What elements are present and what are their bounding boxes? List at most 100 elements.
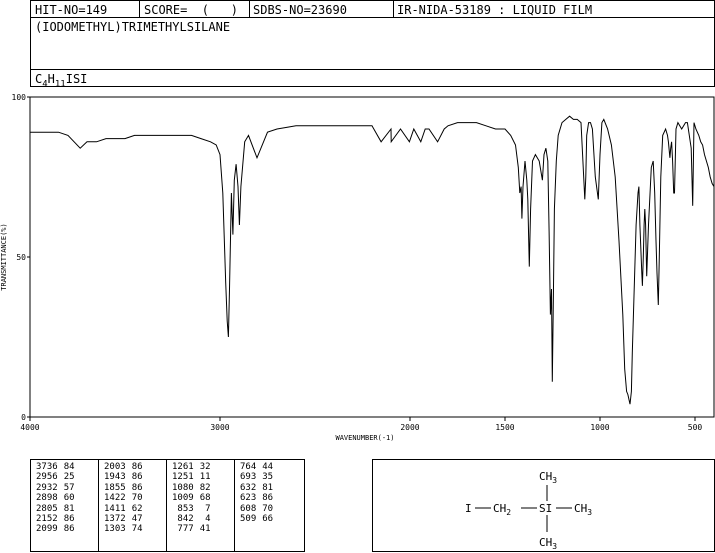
formula-box: C4H11ISI [30, 69, 715, 89]
score: SCORE= ( ) [144, 3, 238, 17]
peak-row: 2003 86 [101, 462, 146, 472]
peak-row: 1372 47 [101, 514, 146, 524]
peak-transmittance: 41 [199, 524, 211, 535]
peak-row: 1422 70 [101, 493, 146, 503]
peak-wavenumber: 2003 [104, 462, 126, 472]
peak-transmittance: 32 [199, 462, 211, 472]
x-tick-label: 1500 [495, 423, 514, 432]
peak-wavenumber: 1422 [104, 493, 126, 504]
peak-wavenumber: 693 [240, 472, 257, 483]
peak-row: 764 44 [237, 462, 276, 472]
peak-row: 777 41 [169, 524, 214, 534]
hit-number: HIT-NO=149 [35, 3, 108, 17]
iodine-atom: I [465, 502, 472, 515]
peak-row: 1251 11 [169, 472, 214, 482]
peak-transmittance: 11 [199, 472, 211, 483]
peak-row: 3736 84 [33, 462, 78, 472]
y-tick-label: 100 [12, 93, 27, 102]
peak-row: 1009 68 [169, 493, 214, 503]
peak-transmittance: 81 [262, 482, 274, 493]
y-tick-label: 50 [16, 253, 26, 262]
x-tick-label: 1000 [590, 423, 609, 432]
spectrum-line [30, 115, 715, 405]
peak-row: 608 70 [237, 504, 276, 514]
peak-row: 2932 57 [33, 483, 78, 493]
peak-table: 3736 84 2956 25 2932 57 2898 60 2805 81 2152 86 2099… [30, 459, 305, 552]
peak-row: 632 81 [237, 483, 276, 493]
peak-transmittance: 62 [131, 503, 143, 514]
peak-column: 2003 86 1943 86 1855 86 1422 70 1411 62 1372 47 1303… [101, 462, 146, 535]
peak-transmittance: 86 [262, 493, 274, 504]
peak-transmittance: 44 [262, 462, 274, 472]
peak-transmittance: 60 [63, 493, 75, 504]
peak-row: 2805 81 [33, 504, 78, 514]
peak-wavenumber: 1943 [104, 472, 126, 483]
peak-transmittance: 57 [63, 482, 75, 493]
peak-transmittance: 66 [262, 514, 274, 525]
y-axis-label: TRANSMITTANCE(%) [0, 223, 8, 290]
peak-transmittance: 82 [199, 482, 211, 493]
peak-transmittance: 74 [131, 524, 143, 535]
sdbs-number: SDBS-NO=23690 [253, 3, 347, 17]
peak-wavenumber: 608 [240, 503, 257, 514]
y-ticks: 0 50 100 [12, 93, 30, 422]
x-tick-label: 4000 [20, 423, 39, 432]
peak-wavenumber: 1303 [104, 524, 126, 535]
x-axis-label: WAVENUMBER(-1) [335, 434, 394, 442]
peak-transmittance: 70 [262, 503, 274, 514]
peak-transmittance: 47 [131, 514, 143, 525]
peak-row: 1080 82 [169, 483, 214, 493]
peak-row: 1855 86 [101, 483, 146, 493]
peak-transmittance: 81 [63, 503, 75, 514]
peak-wavenumber: 1411 [104, 503, 126, 514]
ir-spectrum-chart: TRANSMITTANCE(%) WAVENUMBER(-1) 4000 3000… [0, 93, 715, 442]
ir-info: IR-NIDA-53189 : LIQUID FILM [397, 3, 593, 17]
structure-box: I CH2 SI CH3 CH3 CH3 [372, 459, 715, 552]
molecular-formula: C4H11ISI [35, 72, 88, 90]
peak-row: 693 35 [237, 472, 276, 482]
peak-row: 1943 86 [101, 472, 146, 482]
peak-wavenumber: 2099 [36, 524, 58, 535]
peak-wavenumber: 764 [240, 462, 257, 472]
peak-transmittance: 4 [205, 514, 211, 525]
column-divider [234, 460, 235, 551]
peak-row: 2099 86 [33, 524, 78, 534]
peak-transmittance: 86 [63, 514, 75, 525]
peak-wavenumber: 1251 [172, 472, 194, 483]
peak-wavenumber: 2805 [36, 503, 58, 514]
peak-transmittance: 7 [205, 503, 211, 514]
column-divider [166, 460, 167, 551]
peak-wavenumber: 632 [240, 482, 257, 493]
silicon-atom: SI [539, 502, 552, 515]
peak-row: 2956 25 [33, 472, 78, 482]
peak-transmittance: 68 [199, 493, 211, 504]
ch3-top: CH3 [539, 470, 557, 485]
peak-transmittance: 25 [63, 472, 75, 483]
peak-transmittance: 86 [63, 524, 75, 535]
peak-column: 764 44 693 35 632 81 623 86 608 70 509 66 [237, 462, 276, 524]
peak-transmittance: 86 [131, 482, 143, 493]
peak-wavenumber: 2932 [36, 482, 58, 493]
peak-wavenumber: 2152 [36, 514, 58, 525]
peak-wavenumber: 1009 [172, 493, 194, 504]
peak-row: 1261 32 [169, 462, 214, 472]
peak-row: 1411 62 [101, 504, 146, 514]
x-tick-label: 500 [688, 423, 703, 432]
peak-wavenumber: 1372 [104, 514, 126, 525]
y-tick-label: 0 [21, 413, 26, 422]
peak-wavenumber: 853 [177, 503, 194, 514]
ch3-right: CH3 [574, 502, 592, 517]
peak-column: 1261 32 1251 11 1080 82 1009 68 853 7 842 4 777 41 [169, 462, 214, 535]
peak-row: 1303 74 [101, 524, 146, 534]
ch3-bottom: CH3 [539, 536, 557, 551]
ch2-group: CH2 [493, 502, 511, 517]
compound-name: (IODOMETHYL)TRIMETHYLSILANE [35, 20, 231, 34]
peak-row: 2152 86 [33, 514, 78, 524]
peak-row: 853 7 [169, 504, 214, 514]
peak-wavenumber: 777 [177, 524, 194, 535]
peak-wavenumber: 2898 [36, 493, 58, 504]
peak-transmittance: 35 [262, 472, 274, 483]
peak-transmittance: 84 [63, 462, 75, 472]
x-tick-label: 2000 [400, 423, 419, 432]
molecular-structure: I CH2 SI CH3 CH3 CH3 [465, 470, 592, 551]
